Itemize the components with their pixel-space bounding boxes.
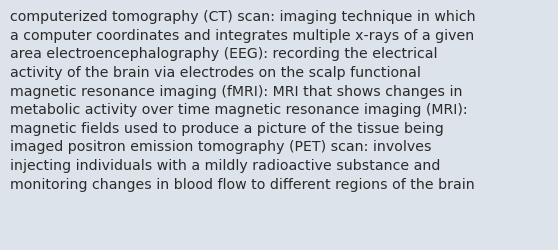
Text: computerized tomography (CT) scan: imaging technique in which
a computer coordin: computerized tomography (CT) scan: imagi… xyxy=(10,10,475,191)
